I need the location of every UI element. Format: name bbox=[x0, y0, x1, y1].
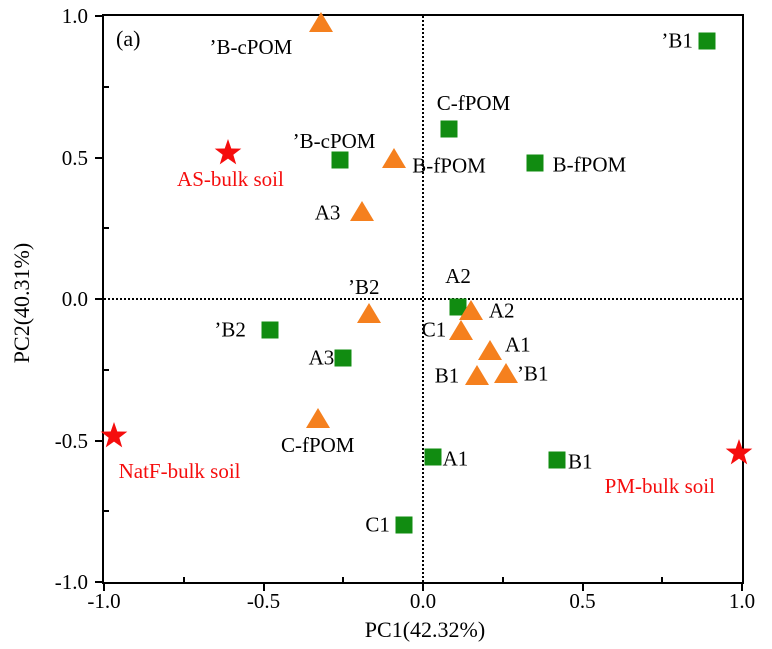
point-label: C1 bbox=[421, 317, 447, 342]
y-minor-tick bbox=[104, 227, 109, 230]
point-label: B1 bbox=[434, 363, 460, 388]
point-label: ’B2 bbox=[214, 317, 246, 342]
point-label: NatF-bulk soil bbox=[118, 458, 241, 483]
y-major-tick bbox=[95, 439, 104, 442]
x-major-tick bbox=[741, 582, 743, 591]
point-label: ’B1 bbox=[661, 28, 693, 53]
star-icon bbox=[725, 438, 753, 464]
triangle-marker bbox=[308, 11, 333, 32]
point-label: A2 bbox=[445, 264, 471, 289]
star-icon bbox=[215, 138, 242, 164]
y-major-tick bbox=[95, 581, 104, 583]
y-tick-label: 0.5 bbox=[61, 145, 88, 170]
point-label: C-fPOM bbox=[436, 91, 511, 116]
star-marker bbox=[725, 438, 753, 471]
x-tick-label: 0.5 bbox=[569, 589, 596, 613]
point-label: B1 bbox=[567, 449, 593, 474]
triangle-marker bbox=[465, 365, 490, 386]
point-label: C1 bbox=[365, 512, 390, 537]
square-marker bbox=[698, 32, 716, 50]
point-label: A1 bbox=[442, 446, 469, 471]
triangle-marker bbox=[356, 303, 381, 324]
y-major-tick bbox=[95, 156, 104, 159]
plot-area: ’B1 C-fPOM ’B-cPOM B-fPOM A2 ’B2 A3 A1 B1 C1 ’B-cP… bbox=[95, 11, 753, 591]
triangle-marker bbox=[449, 320, 474, 341]
square-marker bbox=[526, 154, 544, 172]
point-label: A3 bbox=[314, 200, 341, 225]
point-label: A3 bbox=[308, 345, 335, 370]
point-label: A1 bbox=[504, 332, 531, 357]
y-tick-label: 0.0 bbox=[61, 286, 88, 311]
x-major-tick bbox=[422, 582, 424, 591]
point-label: B-fPOM bbox=[412, 152, 486, 177]
point-label: ’B2 bbox=[348, 275, 380, 300]
star-marker bbox=[214, 138, 242, 171]
y-minor-tick bbox=[104, 510, 109, 513]
x-major-tick bbox=[262, 582, 265, 591]
point-label: ’B1 bbox=[516, 361, 549, 386]
point-label: ’B-cPOM bbox=[292, 129, 376, 154]
triangle-marker bbox=[477, 339, 502, 360]
point-label: B-fPOM bbox=[552, 152, 627, 177]
zero-line-vertical bbox=[422, 16, 424, 582]
point-label: C-fPOM bbox=[280, 432, 355, 457]
panel-label: (a) bbox=[116, 26, 141, 51]
point-label: PM-bulk soil bbox=[604, 473, 715, 498]
x-tick-label: 1.0 bbox=[728, 589, 756, 613]
point-label: AS-bulk soil bbox=[177, 166, 284, 191]
triangle-marker bbox=[350, 201, 375, 222]
square-marker bbox=[424, 448, 442, 466]
x-axis-title: PC1(42.32%) bbox=[364, 617, 486, 642]
y-major-tick bbox=[95, 298, 104, 300]
y-minor-tick bbox=[104, 85, 109, 88]
x-minor-tick bbox=[661, 577, 664, 582]
point-label: ’B-cPOM bbox=[209, 34, 293, 59]
square-marker bbox=[331, 151, 349, 169]
square-marker bbox=[261, 321, 279, 339]
y-major-tick bbox=[95, 15, 104, 17]
x-major-tick bbox=[103, 582, 105, 591]
triangle-marker bbox=[305, 407, 330, 428]
triangle-marker bbox=[493, 362, 518, 383]
square-marker bbox=[334, 349, 352, 367]
x-tick-label: -1.0 bbox=[87, 589, 121, 613]
x-tick-label: -0.5 bbox=[246, 589, 281, 613]
star-marker bbox=[100, 421, 128, 454]
x-tick-label: 0.0 bbox=[409, 589, 437, 613]
point-label: A2 bbox=[488, 298, 515, 323]
square-marker bbox=[440, 120, 458, 138]
square-marker bbox=[395, 516, 413, 534]
triangle-marker bbox=[382, 147, 407, 168]
y-minor-tick bbox=[104, 368, 109, 371]
y-tick-label: -0.5 bbox=[54, 428, 88, 453]
square-marker bbox=[548, 451, 566, 469]
x-major-tick bbox=[581, 582, 584, 591]
x-minor-tick bbox=[182, 577, 185, 582]
y-tick-label: -1.0 bbox=[54, 569, 88, 594]
x-minor-tick bbox=[342, 577, 345, 582]
y-tick-label: 1.0 bbox=[61, 3, 88, 28]
triangle-marker bbox=[458, 300, 483, 321]
star-icon bbox=[100, 421, 127, 447]
x-minor-tick bbox=[501, 577, 504, 582]
